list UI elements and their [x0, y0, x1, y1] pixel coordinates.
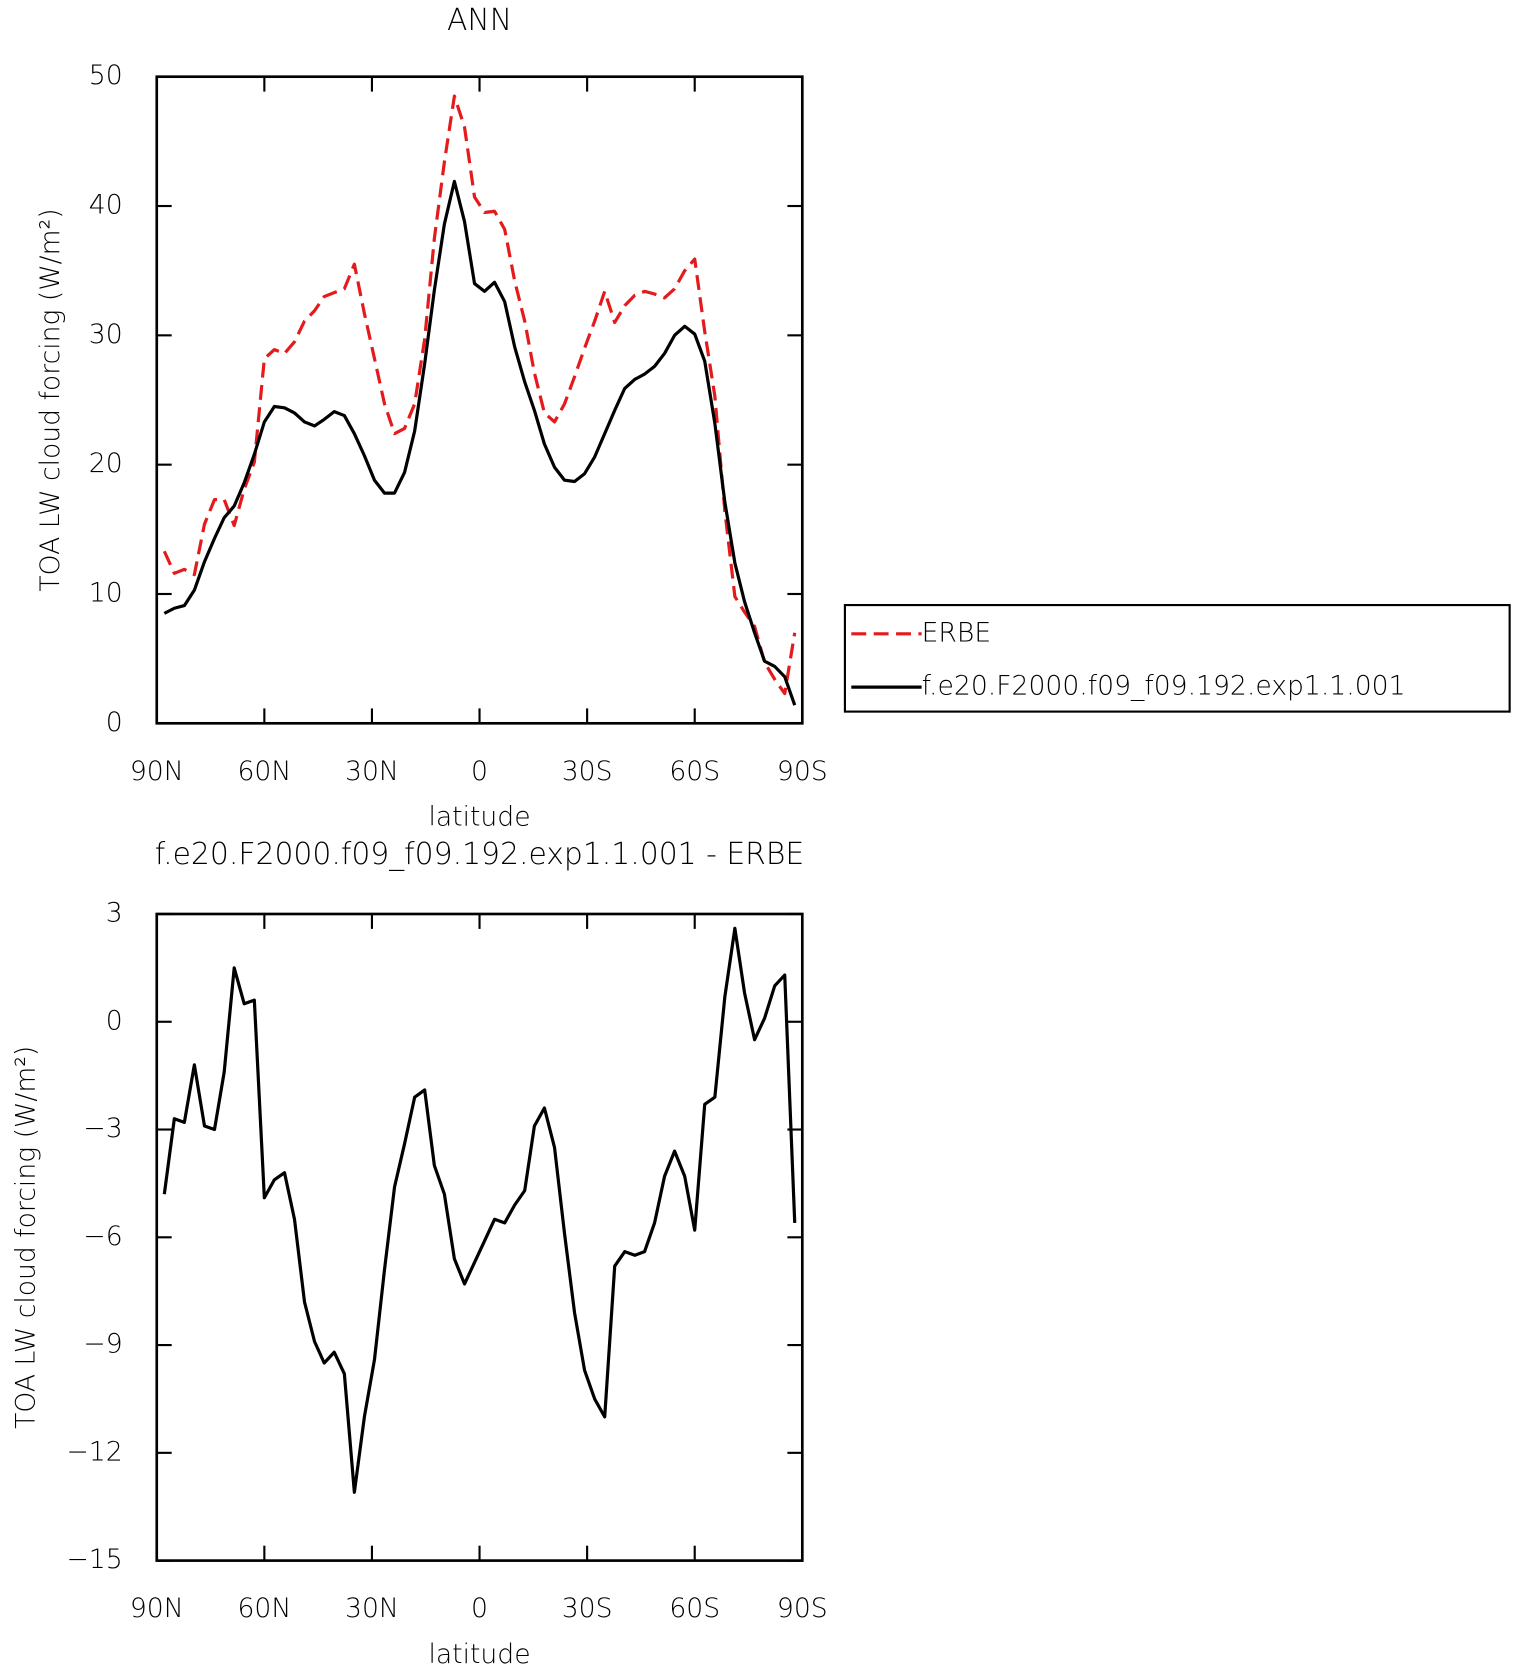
data-line	[162, 94, 797, 696]
y-tick-label: −3	[83, 1113, 122, 1144]
y-tick-label: 0	[106, 1005, 123, 1036]
legend-box	[843, 604, 1511, 713]
y-tick-label: 40	[89, 190, 123, 221]
y-tick-label: 30	[89, 319, 123, 350]
x-tick-label: 0	[471, 756, 488, 787]
x-tick-label: 90S	[777, 756, 828, 787]
legend-label: f.e20.F2000.f09_f09.192.exp1.1.001	[922, 671, 1406, 702]
x-tick-label: 90N	[130, 756, 184, 787]
y-tick-label: 0	[106, 707, 123, 738]
data-line	[162, 926, 797, 1494]
x-tick-label: 30S	[562, 756, 613, 787]
y-tick-label: −6	[83, 1221, 122, 1252]
data-line	[163, 179, 797, 706]
y-tick-label: −12	[66, 1436, 122, 1467]
x-tick-label: 90S	[777, 1593, 828, 1624]
x-tick-label: 60N	[237, 1593, 291, 1624]
x-tick-label: 30S	[562, 1593, 613, 1624]
x-tick-label: 30N	[345, 1593, 399, 1624]
y-tick-label: 20	[89, 448, 123, 479]
y-tick-label: −15	[66, 1544, 122, 1575]
y-axis-label: TOA LW cloud forcing (W/m²)	[35, 208, 66, 591]
chart-title: f.e20.F2000.f09_f09.192.exp1.1.001 - ERB…	[155, 837, 804, 872]
y-axis-label: TOA LW cloud forcing (W/m²)	[10, 1046, 41, 1429]
plot-frame	[155, 75, 804, 725]
x-tick-label: 30N	[345, 756, 399, 787]
x-tick-label: 60N	[237, 756, 291, 787]
y-tick-label: 10	[89, 577, 123, 608]
x-axis-label: latitude	[428, 802, 530, 833]
x-tick-label: 60S	[669, 756, 720, 787]
chart-title: ANN	[447, 3, 512, 38]
legend-label: ERBE	[922, 617, 992, 648]
x-tick-label: 0	[471, 1593, 488, 1624]
x-axis-label: latitude	[428, 1639, 530, 1665]
x-tick-label: 60S	[669, 1593, 720, 1624]
y-tick-label: 50	[89, 60, 123, 91]
y-tick-label: 3	[106, 897, 123, 928]
y-tick-label: −9	[83, 1329, 122, 1360]
x-tick-label: 90N	[130, 1593, 184, 1624]
